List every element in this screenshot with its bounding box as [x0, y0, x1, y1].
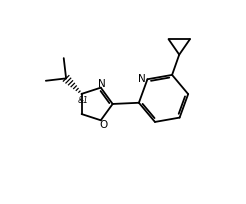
Text: O: O [100, 120, 108, 130]
Text: N: N [98, 79, 106, 89]
Text: N: N [138, 74, 146, 84]
Text: &1: &1 [77, 96, 88, 105]
